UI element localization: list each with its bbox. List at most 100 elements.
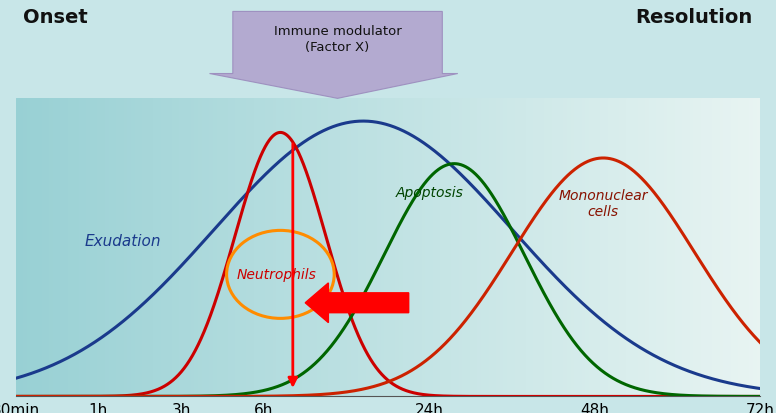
- Bar: [697, 99, 701, 396]
- Bar: [541, 99, 545, 396]
- Bar: [138, 99, 142, 396]
- Bar: [116, 99, 120, 396]
- Bar: [210, 99, 213, 396]
- Bar: [355, 99, 359, 396]
- Bar: [287, 99, 291, 396]
- Bar: [90, 99, 94, 396]
- Bar: [75, 99, 79, 396]
- Bar: [101, 99, 105, 396]
- Bar: [690, 99, 694, 396]
- Bar: [734, 99, 738, 396]
- Bar: [194, 99, 198, 396]
- Bar: [23, 99, 26, 396]
- Bar: [615, 99, 619, 396]
- Bar: [258, 99, 262, 396]
- Bar: [168, 99, 172, 396]
- Bar: [280, 99, 284, 396]
- Bar: [127, 99, 131, 396]
- Bar: [291, 99, 295, 396]
- Bar: [462, 99, 466, 396]
- Bar: [597, 99, 601, 396]
- Bar: [433, 99, 436, 396]
- Bar: [317, 99, 321, 396]
- Bar: [671, 99, 675, 396]
- Bar: [663, 99, 667, 396]
- Bar: [545, 99, 548, 396]
- Bar: [440, 99, 444, 396]
- Bar: [459, 99, 462, 396]
- Bar: [448, 99, 452, 396]
- Bar: [485, 99, 489, 396]
- Bar: [213, 99, 217, 396]
- Bar: [30, 99, 34, 396]
- Bar: [187, 99, 191, 396]
- Bar: [265, 99, 268, 396]
- Bar: [314, 99, 317, 396]
- Bar: [191, 99, 194, 396]
- Bar: [16, 99, 19, 396]
- Bar: [481, 99, 485, 396]
- Bar: [563, 99, 566, 396]
- Bar: [660, 99, 663, 396]
- Bar: [638, 99, 641, 396]
- Bar: [473, 99, 477, 396]
- Bar: [276, 99, 280, 396]
- Bar: [444, 99, 448, 396]
- Bar: [667, 99, 671, 396]
- Bar: [622, 99, 626, 396]
- Bar: [347, 99, 351, 396]
- Bar: [231, 99, 235, 396]
- Bar: [206, 99, 210, 396]
- Bar: [328, 99, 332, 396]
- Text: Apoptosis: Apoptosis: [396, 185, 463, 199]
- Bar: [425, 99, 429, 396]
- Bar: [228, 99, 231, 396]
- Bar: [324, 99, 328, 396]
- Bar: [746, 99, 750, 396]
- Bar: [585, 99, 589, 396]
- Bar: [295, 99, 299, 396]
- Bar: [373, 99, 377, 396]
- Bar: [123, 99, 127, 396]
- Bar: [157, 99, 161, 396]
- Bar: [183, 99, 187, 396]
- Bar: [154, 99, 157, 396]
- Bar: [604, 99, 608, 396]
- Bar: [202, 99, 206, 396]
- Bar: [436, 99, 440, 396]
- Bar: [299, 99, 303, 396]
- Bar: [79, 99, 82, 396]
- Bar: [738, 99, 742, 396]
- Bar: [526, 99, 529, 396]
- Bar: [272, 99, 276, 396]
- Bar: [719, 99, 723, 396]
- Bar: [235, 99, 239, 396]
- Bar: [42, 99, 45, 396]
- Bar: [750, 99, 753, 396]
- Bar: [582, 99, 585, 396]
- Bar: [421, 99, 425, 396]
- Bar: [254, 99, 258, 396]
- Bar: [388, 99, 392, 396]
- Bar: [641, 99, 645, 396]
- Bar: [45, 99, 49, 396]
- Bar: [417, 99, 421, 396]
- Bar: [217, 99, 220, 396]
- Bar: [645, 99, 649, 396]
- Bar: [351, 99, 355, 396]
- Bar: [377, 99, 380, 396]
- Bar: [82, 99, 86, 396]
- Text: Resolution: Resolution: [636, 8, 753, 27]
- Bar: [68, 99, 71, 396]
- Bar: [455, 99, 459, 396]
- Bar: [630, 99, 634, 396]
- Bar: [694, 99, 697, 396]
- Bar: [566, 99, 570, 396]
- Bar: [135, 99, 138, 396]
- Bar: [556, 99, 559, 396]
- Bar: [522, 99, 526, 396]
- Bar: [71, 99, 75, 396]
- Bar: [49, 99, 53, 396]
- Bar: [548, 99, 552, 396]
- Bar: [146, 99, 150, 396]
